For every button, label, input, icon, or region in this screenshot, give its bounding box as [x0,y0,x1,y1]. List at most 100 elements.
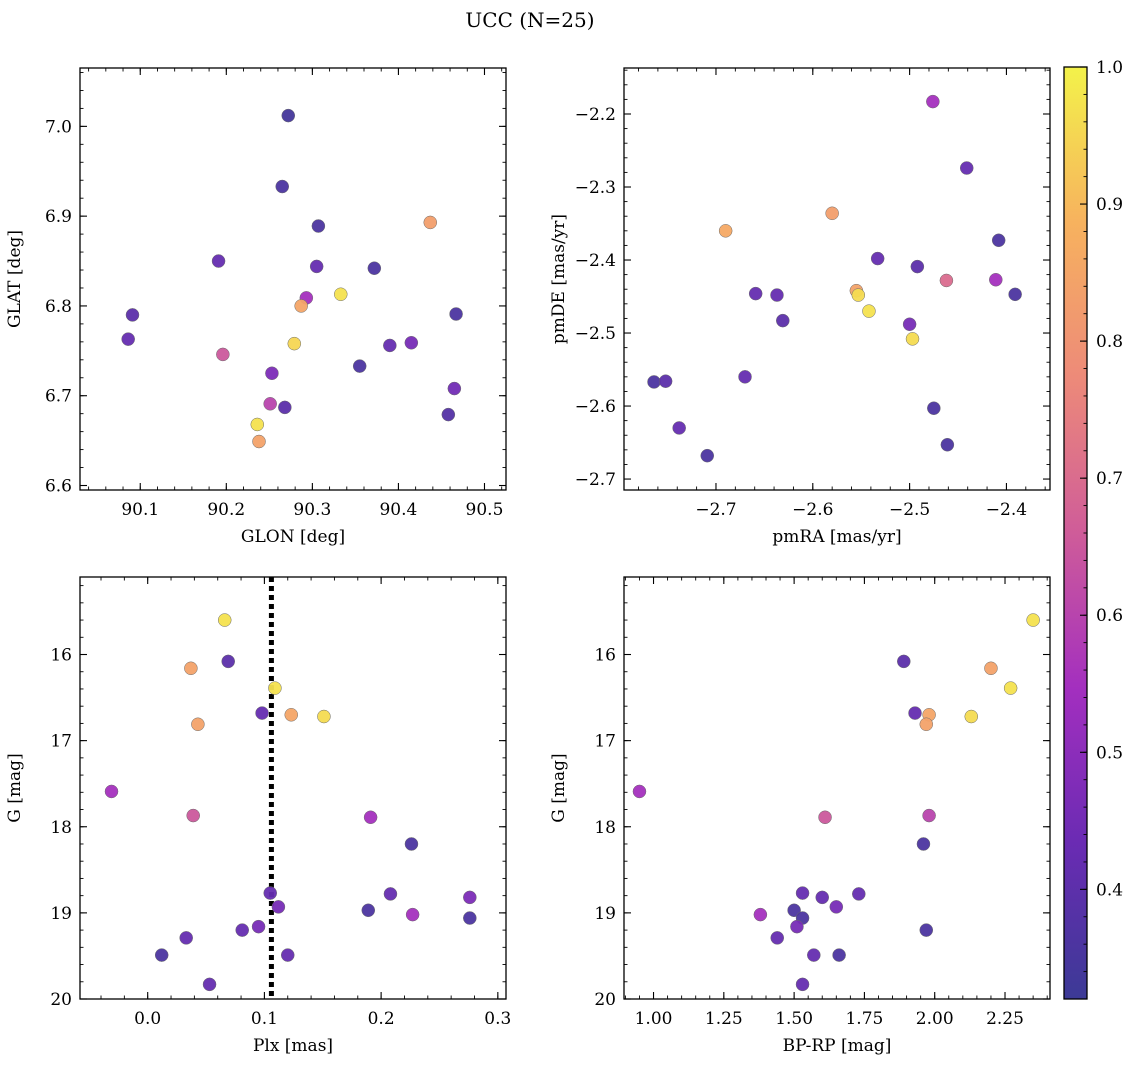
data-point [897,654,911,669]
data-point [284,708,298,722]
plot-frame [79,67,507,491]
data-point [1026,613,1040,627]
data-point [919,717,934,732]
y-tick-label: 20 [50,990,72,1010]
data-point [361,903,376,918]
data-point [700,448,715,463]
data-point [221,654,235,669]
x-tick-label: −2.7 [695,500,736,520]
y-tick-label: 20 [594,990,616,1010]
scatter-panel-2: −2.7 −2.6 −2.5 −2.4 −2.7 −2.6 −2.5 −2.4 −2.3 −2.2… [549,67,1051,547]
data-points [647,94,1022,463]
x-tick-label: 90.5 [466,500,504,520]
data-point [753,907,768,922]
data-point [404,837,419,851]
data-point [738,370,752,384]
data-point [179,931,193,945]
data-point [104,784,119,799]
data-points [632,613,1040,992]
colorbar-tick-label: 1.0 [1096,58,1123,78]
colorbar-tick-label: 0.5 [1096,743,1123,763]
x-tick-label: 90.3 [293,500,331,520]
data-point [939,273,954,288]
data-point [217,613,232,627]
y-tick-label: −2.6 [575,397,616,417]
data-point [294,299,308,313]
data-point [287,336,302,351]
data-point [919,923,934,937]
y-tick-label: 19 [594,904,616,924]
data-point [309,259,324,274]
data-point [211,254,226,268]
data-point [334,287,348,302]
data-point [405,907,420,922]
x-axis-label: GLON [deg] [241,527,345,547]
x-tick-label: −2.6 [792,500,833,520]
data-point [718,224,733,238]
data-point [367,261,382,275]
data-point [815,890,829,905]
x-tick-label: 90.2 [207,500,245,520]
data-point [916,837,931,851]
x-tick-label: −2.4 [986,500,1027,520]
colorbar: 0.4 0.5 0.6 0.7 0.8 0.9 1.0 [1063,58,1123,1000]
data-point [317,709,331,724]
data-point [280,948,295,962]
data-point [807,948,821,962]
colorbar-tick-label: 0.7 [1096,469,1123,489]
data-point [121,332,135,346]
data-point [647,375,661,389]
data-point [186,808,200,823]
scatter-panel-3: 0.0 0.1 0.2 0.3 16 17 18 19 20 Plx [mas] G [mag] [5,576,511,1056]
data-point [851,288,866,302]
y-axis-label: G [mag] [549,753,569,822]
x-tick-label: 2.25 [986,1009,1024,1029]
plot-frame [623,67,1051,491]
data-point [265,366,279,381]
x-tick-label: 90.4 [379,500,417,520]
y-axis-label: G [mag] [5,753,25,822]
x-tick-label: 0.0 [134,1009,161,1029]
colorbar-tick-label: 0.6 [1096,606,1123,626]
colorbar-tick-label: 0.4 [1096,880,1123,900]
x-tick-label: 1.50 [775,1009,813,1029]
x-axis-label: Plx [mas] [253,1036,333,1056]
data-point [191,717,205,732]
data-point [423,215,438,230]
data-point [263,397,277,411]
data-point [770,288,784,302]
data-point [383,338,397,353]
x-tick-label: 0.3 [484,1009,511,1029]
data-point [363,810,378,825]
data-point [829,900,844,914]
data-point [281,108,296,123]
data-point [790,919,804,934]
y-tick-label: −2.4 [575,251,616,271]
y-axis-label: GLAT [deg] [5,230,25,328]
data-point [658,374,673,388]
data-point [447,381,462,396]
y-tick-label: −2.3 [575,178,616,198]
plot-frame [79,576,507,1000]
data-point [940,437,955,452]
y-tick-label: 19 [50,904,72,924]
data-point [1003,681,1018,695]
data-point [795,977,810,992]
data-point [463,890,477,905]
data-point [787,903,801,918]
data-point [271,900,286,914]
data-point [311,219,326,233]
data-point [404,335,419,350]
colorbar-tick-label: 0.9 [1096,195,1123,215]
data-point [818,810,832,825]
data-point [1008,287,1022,302]
y-tick-label: 18 [50,818,72,838]
data-point [852,887,866,901]
y-tick-label: 17 [50,732,72,752]
data-point [870,251,885,266]
figure-title: UCC (N=25) [465,8,594,32]
data-point [984,661,998,676]
data-point [770,931,784,945]
y-tick-label: 17 [594,732,616,752]
